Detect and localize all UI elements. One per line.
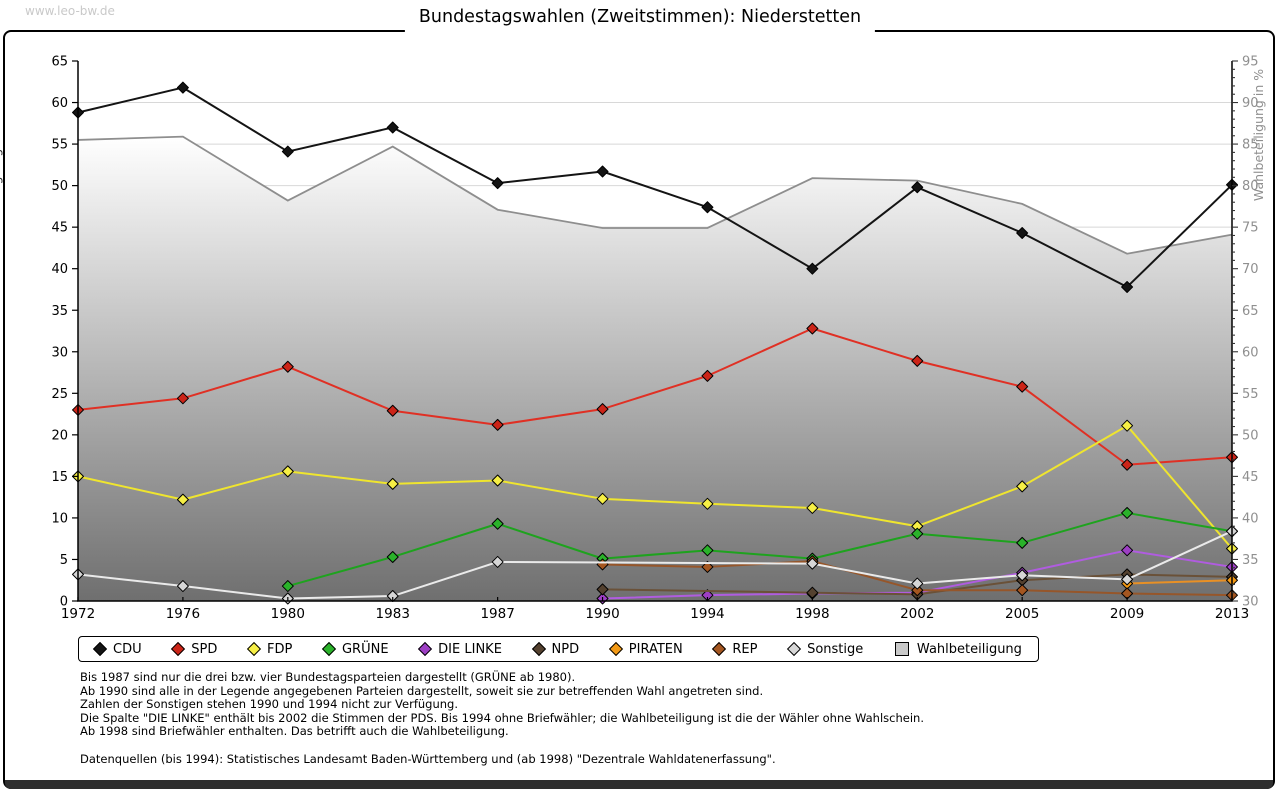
svg-text:20: 20 [51, 428, 68, 443]
series-diamond-icon [246, 641, 262, 657]
svg-text:50: 50 [1242, 428, 1259, 443]
svg-text:75: 75 [1242, 221, 1259, 236]
svg-text:40: 40 [51, 262, 68, 277]
legend-item-wahlbeteiligung: Wahlbeteiligung [894, 641, 1022, 657]
site-watermark: www.leo-bw.de [25, 4, 115, 18]
right-axis-ticks: 30 35 40 45 50 55 60 65 70 75 80 85 90 95 [1232, 55, 1259, 610]
legend-item-rep: REP [712, 641, 758, 657]
series-diamond-icon [92, 641, 108, 657]
legend-item-die-linke: DIE LINKE [418, 641, 502, 657]
svg-text:1998: 1998 [795, 606, 829, 622]
svg-text:35: 35 [1242, 553, 1259, 568]
legend-label: GRÜNE [341, 641, 389, 657]
footnote-line: Die Spalte "DIE LINKE" enthält bis 2002 … [80, 710, 924, 725]
bottom-bar [5, 780, 1273, 789]
svg-text:45: 45 [51, 221, 68, 236]
series-diamond-icon [418, 641, 433, 657]
series-fdp-line [72, 419, 1238, 555]
legend-label: SPD [191, 641, 218, 657]
svg-text:50: 50 [51, 179, 68, 194]
series-diamond-icon [171, 641, 186, 657]
svg-text:35: 35 [51, 304, 68, 319]
footnote-line [80, 739, 924, 753]
footnote-line: Bis 1987 sind nur die drei bzw. vier Bun… [80, 670, 576, 684]
svg-text:85: 85 [1242, 138, 1259, 153]
svg-text:30: 30 [1242, 595, 1259, 610]
left-axis-ticks: 0 5 10 15 20 25 30 35 40 45 50 55 60 65 [51, 55, 78, 610]
chart-footnotes: Bis 1987 sind nur die drei bzw. vier Bun… [80, 670, 924, 766]
svg-text:30: 30 [51, 345, 68, 360]
series-diamond-icon [531, 641, 546, 657]
legend-label: CDU [113, 641, 142, 657]
svg-text:1972: 1972 [61, 606, 95, 622]
footnote-line: Ab 1990 sind alle in der Legende angegeb… [80, 683, 764, 698]
series-diamond-icon [321, 641, 337, 657]
legend-label: PIRATEN [628, 641, 683, 657]
svg-text:5: 5 [60, 553, 68, 568]
svg-text:1987: 1987 [480, 606, 514, 622]
legend-label: DIE LINKE [438, 641, 502, 657]
legend-label: FDP [267, 641, 293, 657]
series-sonstige-line [72, 525, 1238, 605]
legend-item-piraten: PIRATEN [608, 641, 683, 657]
series-wahlbeteiligung-area [77, 135, 1233, 601]
turnout-square-icon [894, 642, 909, 656]
left-axis-title: gültige Stimmen in % [0, 49, 3, 184]
svg-text:15: 15 [51, 470, 68, 485]
svg-text:40: 40 [1242, 511, 1259, 526]
series-diamond-icon [787, 641, 802, 657]
footnote-line: Datenquellen (bis 1994): Statistisches L… [80, 751, 776, 766]
svg-text:10: 10 [51, 511, 68, 526]
x-axis-ticks: 1972 1976 1980 1983 1987 1990 1994 1998 2002 2005… [61, 597, 1249, 622]
axes [77, 61, 1233, 602]
svg-text:90: 90 [1242, 96, 1259, 111]
election-line-chart: 0 5 10 15 20 25 30 35 40 45 50 55 60 65 30 35 40 45 50 55 60… [0, 49, 1266, 622]
svg-text:1983: 1983 [376, 606, 410, 622]
legend-label: Sonstige [807, 641, 864, 657]
svg-text:0: 0 [60, 595, 68, 610]
svg-text:60: 60 [51, 96, 68, 111]
legend-item-cdu: CDU [92, 641, 142, 657]
legend-item-grüne: GRÜNE [321, 641, 389, 657]
svg-text:80: 80 [1242, 179, 1259, 194]
svg-text:65: 65 [51, 55, 68, 70]
svg-text:2002: 2002 [900, 606, 934, 622]
footnote-line: Zahlen der Sonstigen stehen 1990 und 199… [80, 697, 459, 712]
legend-item-npd: NPD [531, 641, 580, 657]
svg-text:70: 70 [1242, 262, 1259, 277]
svg-text:25: 25 [51, 387, 68, 402]
svg-text:2009: 2009 [1110, 606, 1144, 622]
series-diamond-icon [712, 641, 727, 657]
chart-title: Bundestagswahlen (Zweitstimmen): Nieders… [404, 2, 876, 34]
svg-text:1990: 1990 [585, 606, 619, 622]
series-spd-line [72, 322, 1238, 471]
legend-item-fdp: FDP [246, 641, 293, 657]
svg-text:2013: 2013 [1215, 606, 1249, 622]
legend-label: NPD [551, 641, 580, 657]
legend-label: Wahlbeteiligung [916, 641, 1022, 657]
svg-text:55: 55 [51, 138, 68, 153]
svg-text:1994: 1994 [690, 606, 724, 622]
svg-text:95: 95 [1242, 55, 1259, 70]
series-diamond-icon [608, 641, 623, 657]
legend-item-spd: SPD [171, 641, 218, 657]
svg-text:1976: 1976 [166, 606, 200, 622]
svg-text:65: 65 [1242, 304, 1259, 319]
right-axis-title: Wahlbeteiligung in % [1251, 69, 1266, 201]
legend-item-sonstige: Sonstige [787, 641, 864, 657]
chart-legend: CDU SPD FDP GRÜNE DIE LINKE NPD PIRATEN REP Sons… [78, 636, 1039, 662]
legend-label: REP [732, 641, 758, 657]
svg-text:60: 60 [1242, 345, 1259, 360]
svg-text:45: 45 [1242, 470, 1259, 485]
svg-text:55: 55 [1242, 387, 1259, 402]
svg-text:1980: 1980 [271, 606, 305, 622]
footnote-line: Ab 1998 sind Briefwähler enthalten. Das … [80, 724, 509, 739]
svg-text:2005: 2005 [1005, 606, 1039, 622]
